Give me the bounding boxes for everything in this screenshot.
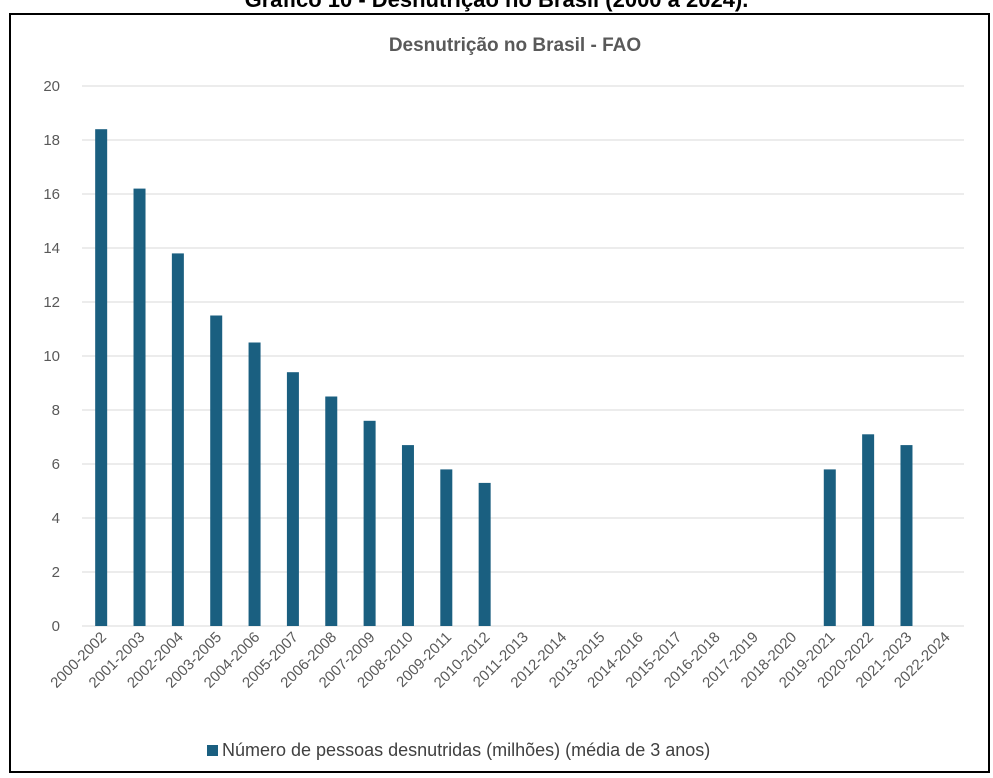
- chart-title: Desnutrição no Brasil - FAO: [389, 35, 641, 56]
- y-tick-label: 2: [52, 564, 60, 581]
- bar: [171, 253, 184, 626]
- y-tick-label: 0: [52, 618, 60, 635]
- bar: [210, 315, 223, 626]
- y-tick-label: 16: [43, 186, 60, 203]
- y-tick-label: 14: [43, 240, 60, 257]
- legend-label: Número de pessoas desnutridas (milhões) …: [222, 740, 710, 760]
- x-axis-tick-labels: 2000-20022001-20032002-20042003-20052004…: [47, 629, 953, 692]
- gridlines: [82, 85, 964, 627]
- y-tick-label: 8: [52, 402, 60, 419]
- bar: [900, 445, 913, 626]
- bar: [286, 372, 299, 626]
- y-tick-label: 4: [52, 510, 60, 527]
- page-heading: Gráfico 10 - Desnutrição no Brasil (2000…: [0, 0, 993, 13]
- bars: [95, 129, 913, 626]
- bar: [401, 445, 414, 626]
- bar: [478, 482, 491, 626]
- bar: [363, 420, 376, 626]
- y-axis-tick-labels: 0 2 4 6 8 10 12 14 16 18 20: [43, 78, 60, 635]
- bar: [248, 342, 261, 626]
- y-tick-label: 20: [43, 78, 60, 95]
- bar: [440, 469, 453, 626]
- y-tick-label: 6: [52, 456, 60, 473]
- legend: Número de pessoas desnutridas (milhões) …: [207, 740, 710, 760]
- legend-swatch: [207, 745, 218, 756]
- bar: [823, 469, 836, 626]
- y-tick-label: 18: [43, 132, 60, 149]
- bar: [862, 434, 875, 626]
- bar: [133, 188, 146, 626]
- y-tick-label: 12: [43, 294, 60, 311]
- bar: [95, 129, 108, 626]
- y-tick-label: 10: [43, 348, 60, 365]
- bar: [325, 396, 338, 626]
